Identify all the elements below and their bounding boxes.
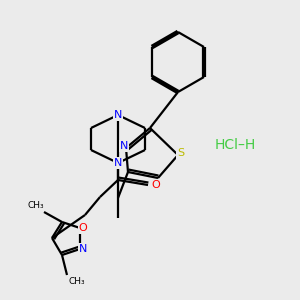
Text: N: N bbox=[114, 158, 122, 168]
Text: HCl–H: HCl–H bbox=[214, 138, 256, 152]
Text: N: N bbox=[120, 141, 128, 151]
Text: CH₃: CH₃ bbox=[28, 202, 44, 211]
Text: S: S bbox=[177, 148, 184, 158]
Text: N: N bbox=[79, 244, 87, 254]
Text: O: O bbox=[79, 223, 87, 233]
Text: N: N bbox=[114, 110, 122, 120]
Text: O: O bbox=[152, 180, 160, 190]
Text: CH₃: CH₃ bbox=[69, 277, 85, 286]
